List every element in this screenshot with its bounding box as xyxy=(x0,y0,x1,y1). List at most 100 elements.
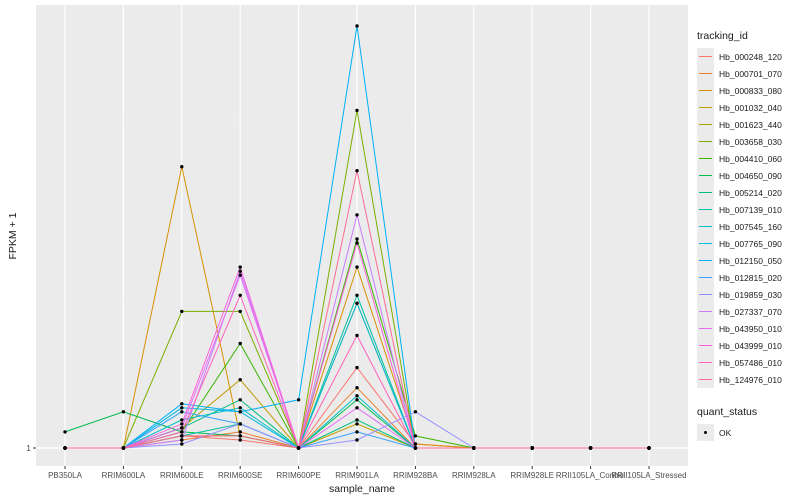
data-point xyxy=(180,422,184,426)
legend-item: Hb_043999_010 xyxy=(697,337,797,354)
x-tick-label: RRII105LA_Control xyxy=(556,471,626,480)
legend-item: Hb_019859_030 xyxy=(697,286,797,303)
legend-label: Hb_027337_070 xyxy=(719,306,782,317)
legend-swatch xyxy=(699,158,712,159)
legend-swatch xyxy=(699,226,712,227)
data-point xyxy=(355,398,359,402)
data-point xyxy=(238,309,242,314)
legend-label: Hb_007765_090 xyxy=(719,238,782,249)
data-point xyxy=(238,410,242,414)
legend-item: Hb_012815_020 xyxy=(697,269,797,286)
legend-label: Hb_004650_090 xyxy=(719,170,782,181)
data-point xyxy=(180,165,184,169)
data-point xyxy=(238,398,242,402)
data-point xyxy=(180,442,184,446)
data-point xyxy=(180,402,184,406)
legend-key xyxy=(697,150,714,167)
data-point xyxy=(355,394,359,398)
legend-swatch xyxy=(699,260,712,261)
legend-key xyxy=(697,201,714,218)
legend-key xyxy=(697,337,714,354)
legend-item: Hb_007139_010 xyxy=(697,201,797,218)
data-point xyxy=(355,169,359,173)
data-point xyxy=(238,406,242,410)
legend-key xyxy=(697,65,714,82)
legend-key xyxy=(697,184,714,201)
data-point xyxy=(413,410,418,414)
legend-label: Hb_124976_010 xyxy=(719,374,782,385)
data-point xyxy=(413,442,418,446)
data-point xyxy=(238,422,242,426)
legend-swatch xyxy=(699,243,712,244)
x-tick-label: PB350LA xyxy=(48,471,82,480)
color-legend: tracking_id Hb_000248_120 Hb_000701_070 Hb… xyxy=(697,30,797,388)
legend-swatch xyxy=(699,379,712,380)
legend-label: Hb_043999_010 xyxy=(719,340,782,351)
legend-key xyxy=(697,235,714,252)
legend-item: Hb_000833_080 xyxy=(697,82,797,99)
data-point xyxy=(355,386,359,390)
legend-label: Hb_057486_010 xyxy=(719,357,782,368)
legend-swatch xyxy=(699,311,712,312)
legend-item: Hb_012150_050 xyxy=(697,252,797,269)
data-point xyxy=(355,418,359,422)
data-point xyxy=(296,446,301,450)
legend-key xyxy=(697,320,714,337)
legend-label: Hb_019859_030 xyxy=(719,289,782,300)
legend-swatch xyxy=(699,73,712,74)
data-point xyxy=(355,406,359,410)
data-point xyxy=(180,418,184,422)
legend-item: Hb_000701_070 xyxy=(697,65,797,82)
point-marker-icon xyxy=(704,431,707,434)
data-point xyxy=(238,341,242,346)
data-point xyxy=(355,365,359,370)
legend-key xyxy=(697,286,714,303)
data-point xyxy=(296,398,301,402)
legend-swatch xyxy=(699,362,712,363)
x-tick-label: RRIM600LE xyxy=(160,471,204,480)
legend-item: Hb_007765_090 xyxy=(697,235,797,252)
x-tick-label: RRIM928LA xyxy=(452,471,496,480)
legend-key xyxy=(697,371,714,388)
data-point xyxy=(355,301,359,305)
legend-item: Hb_124976_010 xyxy=(697,371,797,388)
x-tick-label: RRIM600SE xyxy=(218,471,262,480)
legend-item: Hb_004650_090 xyxy=(697,167,797,184)
x-tick-label: RRIM928BA xyxy=(393,471,438,480)
legend-swatch xyxy=(699,175,712,176)
legend-label: Hb_005214_020 xyxy=(719,187,782,198)
x-tick-label: RRIM600LA xyxy=(102,471,146,480)
legend-label: Hb_012150_050 xyxy=(719,255,782,266)
legend-swatch xyxy=(699,277,712,278)
series-points xyxy=(63,24,651,450)
data-point xyxy=(530,446,534,450)
y-axis-label: FPKM + 1 xyxy=(7,212,19,259)
legend-item: Hb_000248_120 xyxy=(697,48,797,65)
legend-label: Hb_007139_010 xyxy=(719,204,782,215)
legend-swatch xyxy=(699,345,712,346)
data-point xyxy=(413,446,418,450)
data-point xyxy=(647,446,651,450)
legend-item: Hb_007545_160 xyxy=(697,218,797,235)
legend-label: Hb_003658_030 xyxy=(719,136,782,147)
legend-label: Hb_004410_060 xyxy=(719,153,782,164)
legend-key xyxy=(697,303,714,320)
legend-label: Hb_012815_020 xyxy=(719,272,782,283)
data-point xyxy=(355,265,359,269)
x-axis-label: sample_name xyxy=(329,483,395,495)
legend-label: Hb_001623_440 xyxy=(719,119,782,130)
data-point xyxy=(238,273,242,277)
data-point xyxy=(180,410,184,414)
legend-label: Hb_000701_070 xyxy=(719,68,782,79)
data-point xyxy=(355,237,359,241)
data-point xyxy=(180,426,184,430)
legend-key xyxy=(697,354,714,371)
color-legend-title: tracking_id xyxy=(697,30,748,42)
data-point xyxy=(355,213,359,217)
data-point xyxy=(355,24,359,28)
legend-key xyxy=(697,252,714,269)
data-point xyxy=(355,293,359,297)
legend-item: Hb_057486_010 xyxy=(697,354,797,371)
legend-item: Hb_004410_060 xyxy=(697,150,797,167)
legend-label: Hb_007545_160 xyxy=(719,221,782,232)
